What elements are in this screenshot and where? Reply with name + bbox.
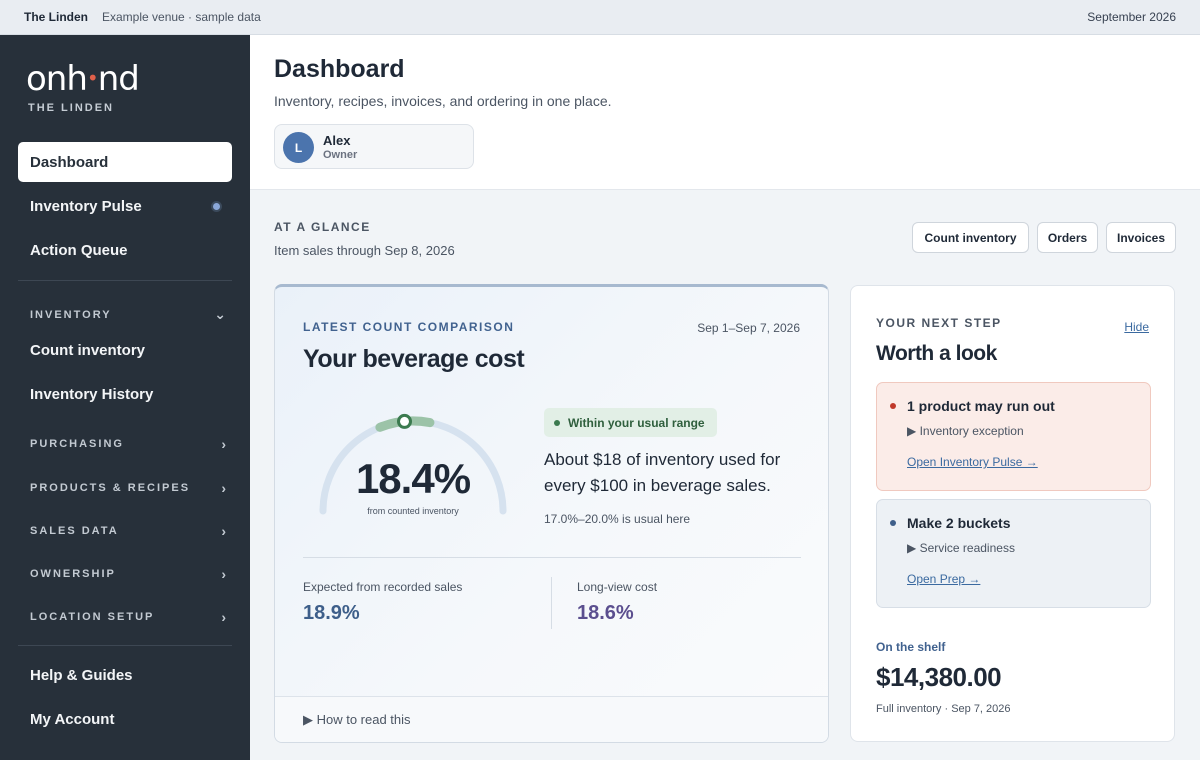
sidebar-item-label: Action Queue: [30, 241, 128, 259]
sample-data-note: Example venue · sample data: [102, 10, 261, 24]
cost-explanation: About $18 of inventory used for every $1…: [544, 450, 781, 495]
expected-cost-value: 18.9%: [303, 602, 360, 624]
long-view-cost-value: 18.6%: [577, 602, 634, 624]
section-label: SALES DATA: [30, 525, 119, 537]
next-step-card: YOUR NEXT STEP Hide Worth a look 1 produ…: [850, 285, 1175, 742]
chevron-right-icon: ›: [221, 566, 226, 582]
on-shelf-value: $14,380.00: [876, 662, 1002, 692]
gauge-value: 18.4%: [355, 455, 471, 502]
sidebar-divider: [18, 645, 232, 646]
sidebar-item-label: Inventory History: [30, 385, 154, 403]
gauge-marker: [397, 413, 412, 429]
user-chip[interactable]: L Alex Owner: [274, 124, 474, 169]
sidebar-item-inventory-history[interactable]: Inventory History: [18, 374, 232, 414]
info-dot-icon: [890, 520, 896, 526]
notification-dot-icon: [213, 203, 220, 210]
usual-range-note: 17.0%–20.0% is usual here: [544, 512, 691, 526]
sidebar-section-sales-data[interactable]: SALES DATA ›: [30, 523, 226, 539]
status-badge-label: Within your usual range: [568, 415, 705, 430]
open-prep-link[interactable]: Open Prep →: [907, 572, 981, 586]
tile-title: Make 2 buckets: [907, 515, 1011, 531]
tile-subtitle: ▶ Inventory exception: [907, 424, 1024, 438]
section-label: INVENTORY: [30, 308, 112, 321]
section-label: OWNERSHIP: [30, 568, 116, 580]
stat-separator: [551, 577, 552, 629]
open-inventory-pulse-link[interactable]: Open Inventory Pulse →: [907, 455, 1038, 469]
card-divider: [303, 557, 801, 558]
sidebar-item-help[interactable]: Help & Guides: [18, 655, 232, 695]
card-date-range: Sep 1–Sep 7, 2026: [697, 321, 800, 335]
info-tile-buckets: Make 2 buckets ▶ Service readiness Open …: [876, 499, 1151, 608]
tile-title: 1 product may run out: [907, 398, 1055, 414]
sidebar-divider: [18, 280, 232, 281]
top-strip: The Linden Example venue · sample data S…: [0, 0, 1200, 35]
sidebar-item-inventory-pulse[interactable]: Inventory Pulse: [18, 186, 232, 226]
user-role: Owner: [323, 149, 358, 161]
sidebar-item-label: Dashboard: [30, 153, 109, 171]
section-title-at-a-glance: AT A GLANCE: [274, 220, 371, 234]
chevron-right-icon: ›: [221, 523, 226, 539]
section-label: PURCHASING: [30, 438, 124, 450]
expected-cost-label: Expected from recorded sales: [303, 580, 463, 594]
app-logo[interactable]: onh•nd: [26, 59, 140, 99]
sidebar: onh•nd THE LINDEN Dashboard Inventory Pu…: [0, 35, 250, 760]
beverage-cost-card: LATEST COUNT COMPARISON Sep 1–Sep 7, 202…: [274, 284, 829, 743]
next-step-title: Worth a look: [876, 342, 997, 365]
sidebar-item-count-inventory[interactable]: Count inventory: [18, 330, 232, 370]
hide-link[interactable]: Hide: [1124, 320, 1149, 334]
sidebar-item-label: Help & Guides: [30, 666, 133, 684]
chevron-right-icon: ›: [221, 609, 226, 625]
alert-tile-run-out: 1 product may run out ▶ Inventory except…: [876, 382, 1151, 491]
sidebar-section-ownership[interactable]: OWNERSHIP ›: [30, 566, 226, 582]
sidebar-item-label: Count inventory: [30, 341, 145, 359]
cost-gauge: [319, 413, 507, 515]
tile-subtitle: ▶ Service readiness: [907, 541, 1015, 555]
current-month: September 2026: [1087, 10, 1176, 24]
on-shelf-subtitle: Full inventory · Sep 7, 2026: [876, 703, 1011, 715]
sidebar-venue-name: THE LINDEN: [28, 102, 114, 114]
venue-name-top: The Linden: [24, 10, 88, 24]
section-label: LOCATION SETUP: [30, 611, 155, 623]
sidebar-item-dashboard[interactable]: Dashboard: [18, 142, 232, 182]
sales-through-date: Item sales through Sep 8, 2026: [274, 243, 455, 258]
page-header: Dashboard Inventory, recipes, invoices, …: [250, 35, 1200, 190]
sidebar-section-location-setup[interactable]: LOCATION SETUP ›: [30, 609, 226, 625]
how-to-read-toggle[interactable]: ▶ How to read this: [275, 696, 828, 742]
count-inventory-button[interactable]: Count inventory: [912, 222, 1029, 253]
chevron-down-icon: ⌄: [214, 306, 226, 322]
page-subtitle: Inventory, recipes, invoices, and orderi…: [274, 93, 612, 109]
avatar: L: [283, 132, 314, 163]
chevron-right-icon: ›: [221, 436, 226, 452]
on-shelf-label: On the shelf: [876, 640, 946, 654]
chevron-right-icon: ›: [221, 480, 226, 496]
sidebar-item-my-account[interactable]: My Account: [18, 699, 232, 739]
gauge-caption: from counted inventory: [367, 506, 459, 516]
invoices-button[interactable]: Invoices: [1106, 222, 1176, 253]
sidebar-section-purchasing[interactable]: PURCHASING ›: [30, 436, 226, 452]
sidebar-item-label: My Account: [30, 710, 115, 728]
how-to-read-label: ▶ How to read this: [303, 712, 411, 727]
user-name: Alex: [323, 133, 351, 148]
sidebar-section-inventory[interactable]: INVENTORY ⌄: [30, 306, 226, 323]
status-badge: Within your usual range: [544, 408, 717, 437]
long-view-cost-label: Long-view cost: [577, 580, 658, 594]
sidebar-item-action-queue[interactable]: Action Queue: [18, 230, 232, 270]
card-title: Your beverage cost: [303, 345, 525, 373]
orders-button[interactable]: Orders: [1037, 222, 1098, 253]
next-step-eyebrow: YOUR NEXT STEP: [876, 316, 1002, 330]
sidebar-section-products-recipes[interactable]: PRODUCTS & RECIPES ›: [30, 480, 226, 496]
card-eyebrow: LATEST COUNT COMPARISON: [303, 320, 515, 334]
status-dot-icon: [554, 420, 560, 426]
sidebar-item-label: Inventory Pulse: [30, 197, 142, 215]
alert-dot-icon: [890, 403, 896, 409]
section-label: PRODUCTS & RECIPES: [30, 482, 191, 494]
page-title: Dashboard: [274, 55, 405, 83]
